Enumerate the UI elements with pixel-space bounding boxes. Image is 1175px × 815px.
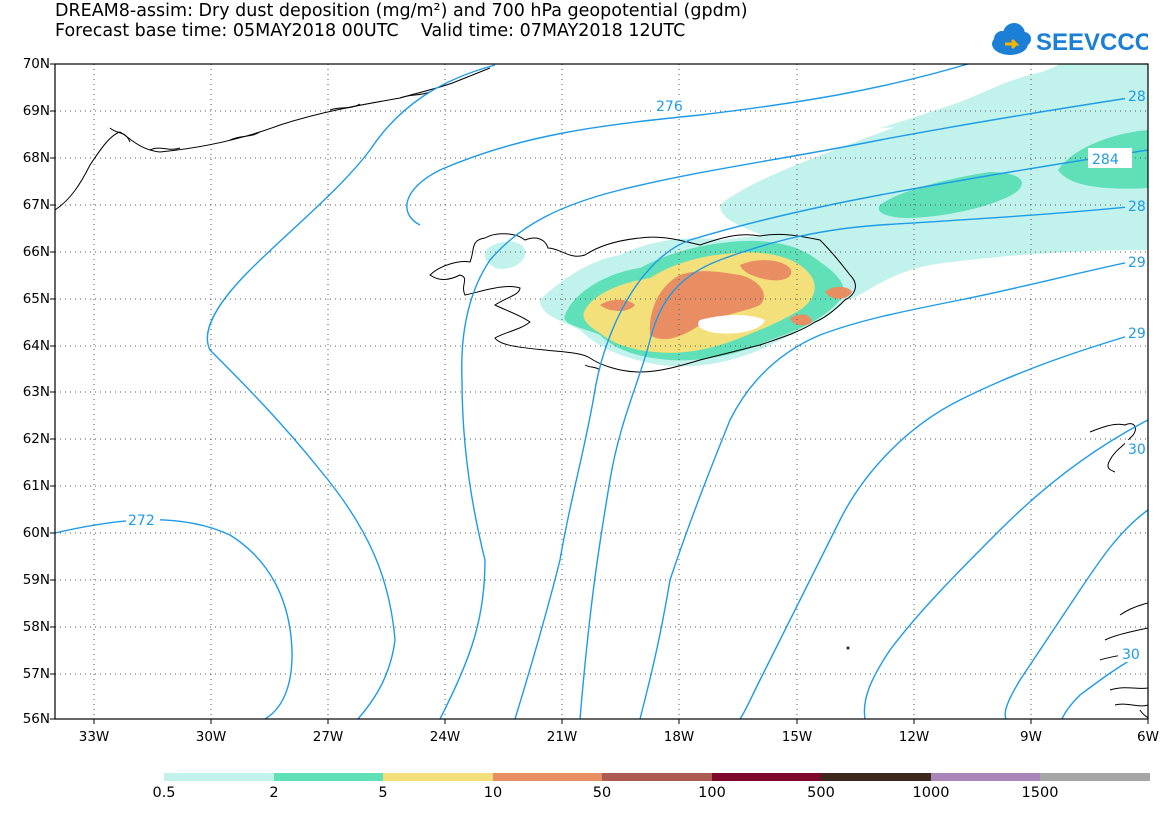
seevccc-logo: SEEVCCC [992,23,1148,56]
colorbar-label: 2 [269,785,279,801]
lat-label-62n: 62N [22,431,50,447]
colorbar-swatch [1040,773,1150,781]
contour-label-28a: 28 [1128,89,1146,105]
colorbar-swatch [821,773,931,781]
lat-label-60n: 60N [22,525,50,541]
svg-text:SEEVCCC: SEEVCCC [1036,29,1148,56]
colorbar-label: 500 [807,785,835,801]
lon-label-18w: 18W [663,729,695,745]
colorbar-label: 0.5 [152,785,176,801]
lat-label-59n: 59N [22,572,50,588]
colorbar-label: 1500 [1021,785,1059,801]
dust-free-patch [698,315,765,334]
contour-label-30a: 30 [1128,442,1146,458]
lat-label-63n: 63N [22,384,50,400]
lat-label-68n: 68N [22,150,50,166]
colorbar-swatch [274,773,383,781]
contour-label-29a: 29 [1128,255,1146,271]
dust-shading-10-50 [600,260,852,340]
colorbar-swatch [712,773,821,781]
contour-labels: 276 28 284 28 29 29 30 30 272 [126,87,1148,663]
axis-ticks [50,63,1149,724]
geopotential-contours [55,64,1148,719]
coastlines [55,67,1148,719]
cloud-icon [992,23,1031,55]
colorbar-label: 10 [483,785,503,801]
colorbar-label: 1000 [912,785,950,801]
contour-label-276: 276 [656,99,683,115]
lon-label-21w: 21W [546,729,578,745]
colorbar-swatch [493,773,602,781]
lon-label-12w: 12W [898,729,930,745]
contour-label-29b: 29 [1128,326,1146,342]
colorbar-label: 5 [378,785,388,801]
colorbar-label: 100 [698,785,726,801]
lon-label-15w: 15W [781,729,813,745]
lat-label-70n: 70N [22,56,50,72]
lon-label-27w: 27W [312,729,344,745]
colorbar-swatch [602,773,712,781]
contour-label-272: 272 [128,513,155,529]
contour-label-28b: 28 [1128,199,1146,215]
forecast-times: Forecast base time: 05MAY2018 00UTC Vali… [55,21,686,41]
contour-label-30b: 30 [1122,647,1140,663]
colorbar-swatch [931,773,1040,781]
contour-label-284: 284 [1092,152,1119,168]
lat-label-65n: 65N [22,291,50,307]
lat-label-67n: 67N [22,197,50,213]
colorbar-swatch [164,773,274,781]
colorbar-label: 50 [592,785,612,801]
lat-label-58n: 58N [22,619,50,635]
lat-label-66n: 66N [22,244,50,260]
colorbar-swatch [383,773,493,781]
lon-label-24w: 24W [429,729,461,745]
lat-label-57n: 57N [22,666,50,682]
lat-label-69n: 69N [22,103,50,119]
lon-label-30w: 30W [195,729,227,745]
lat-label-61n: 61N [22,478,50,494]
lon-label-6w: 6W [1137,729,1159,745]
lon-label-33w: 33W [78,729,110,745]
map-title: DREAM8-assim: Dry dust deposition (mg/m²… [55,1,748,21]
lat-label-56n: 56N [22,711,50,727]
lat-label-64n: 64N [22,338,50,354]
lon-label-9w: 9W [1020,729,1042,745]
